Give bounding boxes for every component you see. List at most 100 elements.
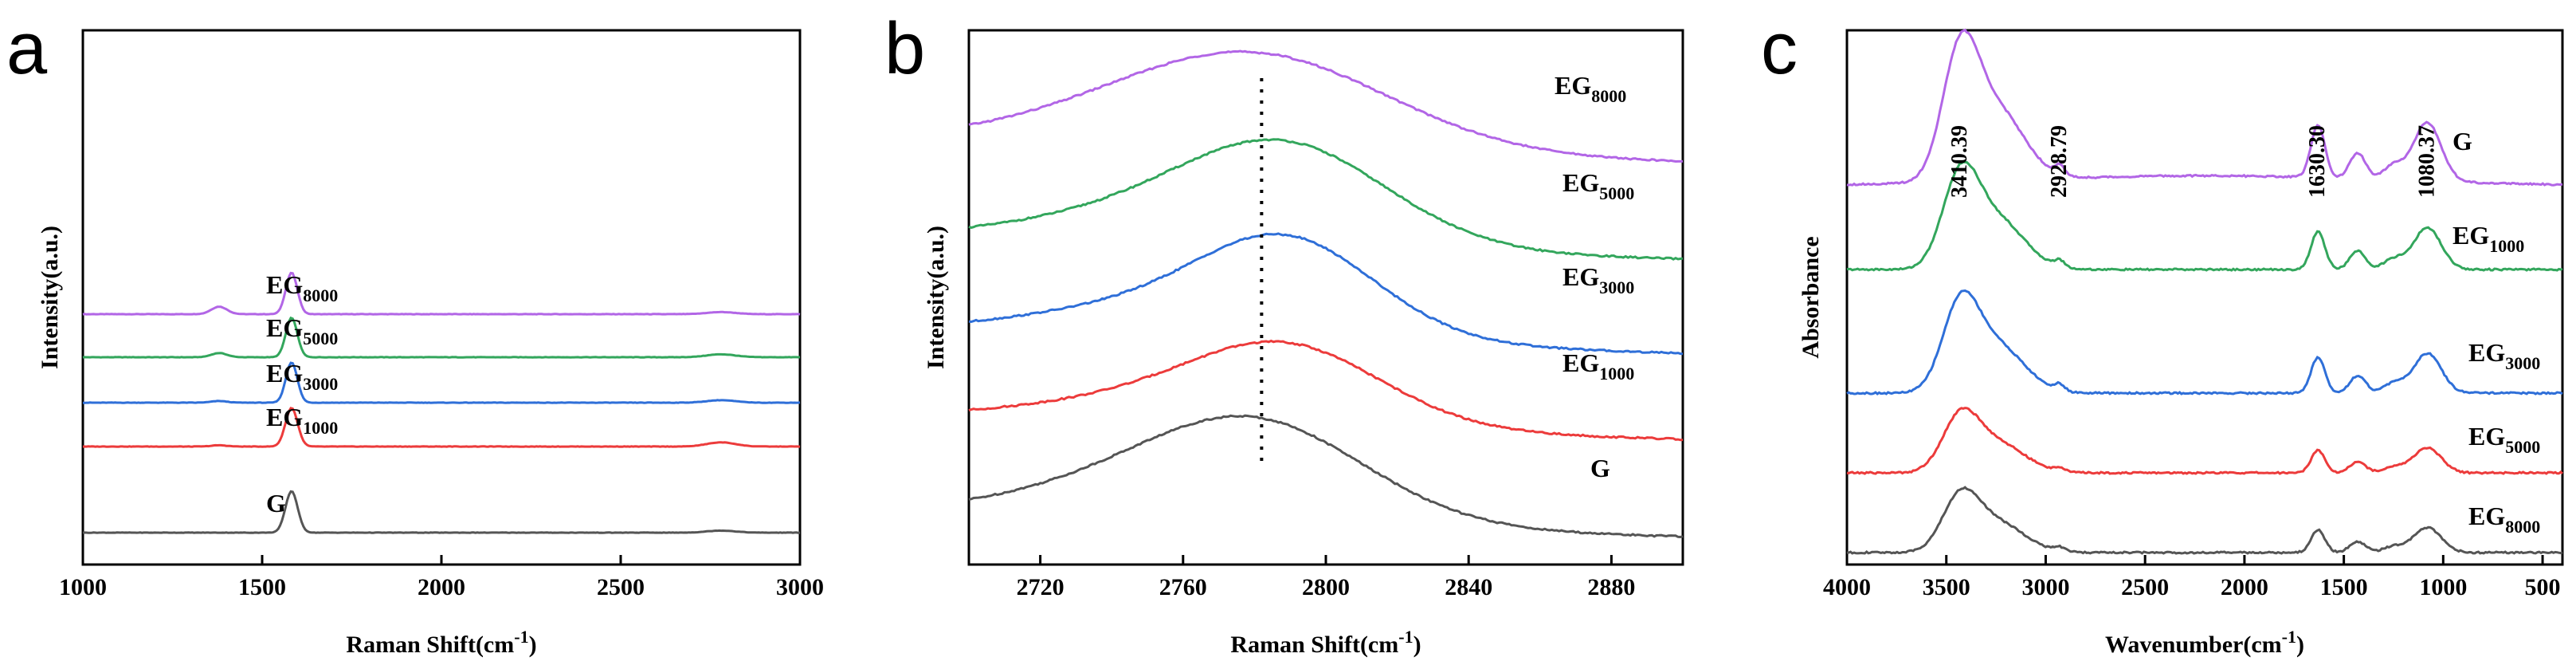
series-label-name: EG [2468,422,2505,451]
x-tick-label: 3000 [2021,574,2069,600]
series-label-b-3: EG1000 [1562,348,1634,384]
x-tick-label: 500 [2525,574,2561,600]
panel-letter-b: b [884,8,925,89]
series-label-name: EG [266,313,303,342]
peak-label-1: 2928.79 [2047,125,2072,198]
series-line-a-3 [82,407,801,448]
series-label-a-3: EG1000 [266,403,338,438]
plot-frame-b [967,29,1684,566]
y-axis-title-a: Intensity(a.u.) [37,226,63,369]
x-axis-title-c-sup: -1 [2282,627,2296,647]
series-label-sub: 1000 [1599,364,1634,384]
series-label-name: G [2452,127,2472,155]
y-axis-title-b: Intensity(a.u.) [923,226,949,369]
x-axis-title-a-sup: -1 [514,627,528,647]
series-label-c-0: G [2452,127,2472,155]
series-line-a-2 [83,361,801,404]
series-line-b-2 [968,232,1684,356]
series-label-sub: 8000 [1591,86,1626,106]
x-axis-title-a-suffix: ) [529,632,537,658]
x-tick-label: 2800 [1302,574,1350,600]
series-line-b-3 [968,339,1684,442]
series-label-sub: 3000 [1599,277,1634,297]
ticks-c: 4000 3500 3000 2500 2000 1500 1000 500 [1823,555,2561,600]
series-label-sub: 1000 [303,418,338,438]
series-line-c-4 [1846,486,2563,555]
series-line-b-1 [968,138,1684,261]
x-tick-label: 4000 [1823,574,1871,600]
series-label-a-0: EG8000 [266,270,338,305]
series-label-c-2: EG3000 [2468,338,2540,373]
x-tick-label: 3000 [776,574,824,600]
ticks-a: 1000 1500 2000 2500 3000 [59,555,824,600]
series-line-a-1 [82,316,801,359]
x-tick-label: 3500 [1923,574,1970,600]
series-label-b-4: G [1590,454,1610,482]
x-axis-title-b-suffix: ) [1413,632,1421,658]
series-label-name: EG [2468,338,2505,367]
x-axis-title-a: Raman Shift(cm-1) [346,627,536,658]
x-tick-label: 2880 [1587,574,1635,600]
series-line-b-4 [968,414,1684,539]
series-label-name: G [266,489,286,517]
series-label-a-1: EG5000 [266,313,338,348]
series-label-sub: 5000 [1599,183,1634,203]
x-axis-title-b-sup: -1 [1398,627,1413,647]
panel-letter-a: a [6,8,48,89]
series-label-name: EG [1562,262,1599,291]
peak-label-0: 3410.39 [1947,125,1972,198]
series-label-name: EG [266,359,303,388]
x-tick-label: 2840 [1445,574,1492,600]
series-label-name: G [1590,454,1610,482]
x-tick-label: 2500 [597,574,645,600]
series-label-c-1: EG1000 [2452,221,2524,256]
plot-frame-c [1845,29,2564,566]
series-label-name: EG [266,270,303,299]
series-label-sub: 5000 [303,329,338,348]
series-label-name: EG [1562,348,1599,377]
series-line-a-0 [82,271,801,316]
x-tick-label: 2720 [1017,574,1065,600]
series-label-name: EG [2452,221,2489,250]
x-axis-title-b: Raman Shift(cm-1) [1230,627,1421,658]
series-label-c-4: EG8000 [2468,502,2540,537]
x-tick-label: 1000 [2419,574,2467,600]
series-label-a-2: EG3000 [266,359,338,394]
x-tick-label: 2500 [2121,574,2169,600]
series-label-sub: 8000 [303,285,338,305]
x-axis-title-b-text: Raman Shift(cm [1230,632,1398,658]
series-label-sub: 8000 [2505,517,2540,537]
series-label-sub: 5000 [2505,437,2540,457]
series-line-c-2 [1846,289,2563,395]
panel-letter-c: c [1761,8,1798,89]
series-label-c-3: EG5000 [2468,422,2540,457]
series-line-c-3 [1846,407,2563,475]
series-line-a-4 [82,490,801,534]
x-axis-title-c-text: Wavenumber(cm [2105,632,2282,658]
series-label-name: EG [1555,71,1591,100]
series-label-sub: 1000 [2489,236,2524,256]
series-label-a-4: G [266,489,286,517]
series-line-b-0 [968,49,1684,163]
series-label-sub: 3000 [2505,353,2540,373]
peak-label-3: 1080.37 [2414,125,2439,198]
ticks-b: 2720 2760 2800 2840 2880 [1017,555,1635,600]
series-label-b-1: EG5000 [1562,168,1634,203]
series-label-name: EG [2468,502,2505,530]
series-label-sub: 3000 [303,374,338,394]
x-tick-label: 1500 [238,574,286,600]
series-label-name: EG [266,403,303,431]
series-line-c-1 [1846,160,2563,272]
series-line-c-0 [1846,28,2563,187]
x-axis-title-c-suffix: ) [2296,632,2304,658]
x-axis-title-a-text: Raman Shift(cm [346,632,514,658]
series-label-name: EG [1562,168,1599,197]
peak-label-2: 1630.30 [2305,125,2330,198]
x-tick-label: 2760 [1159,574,1207,600]
